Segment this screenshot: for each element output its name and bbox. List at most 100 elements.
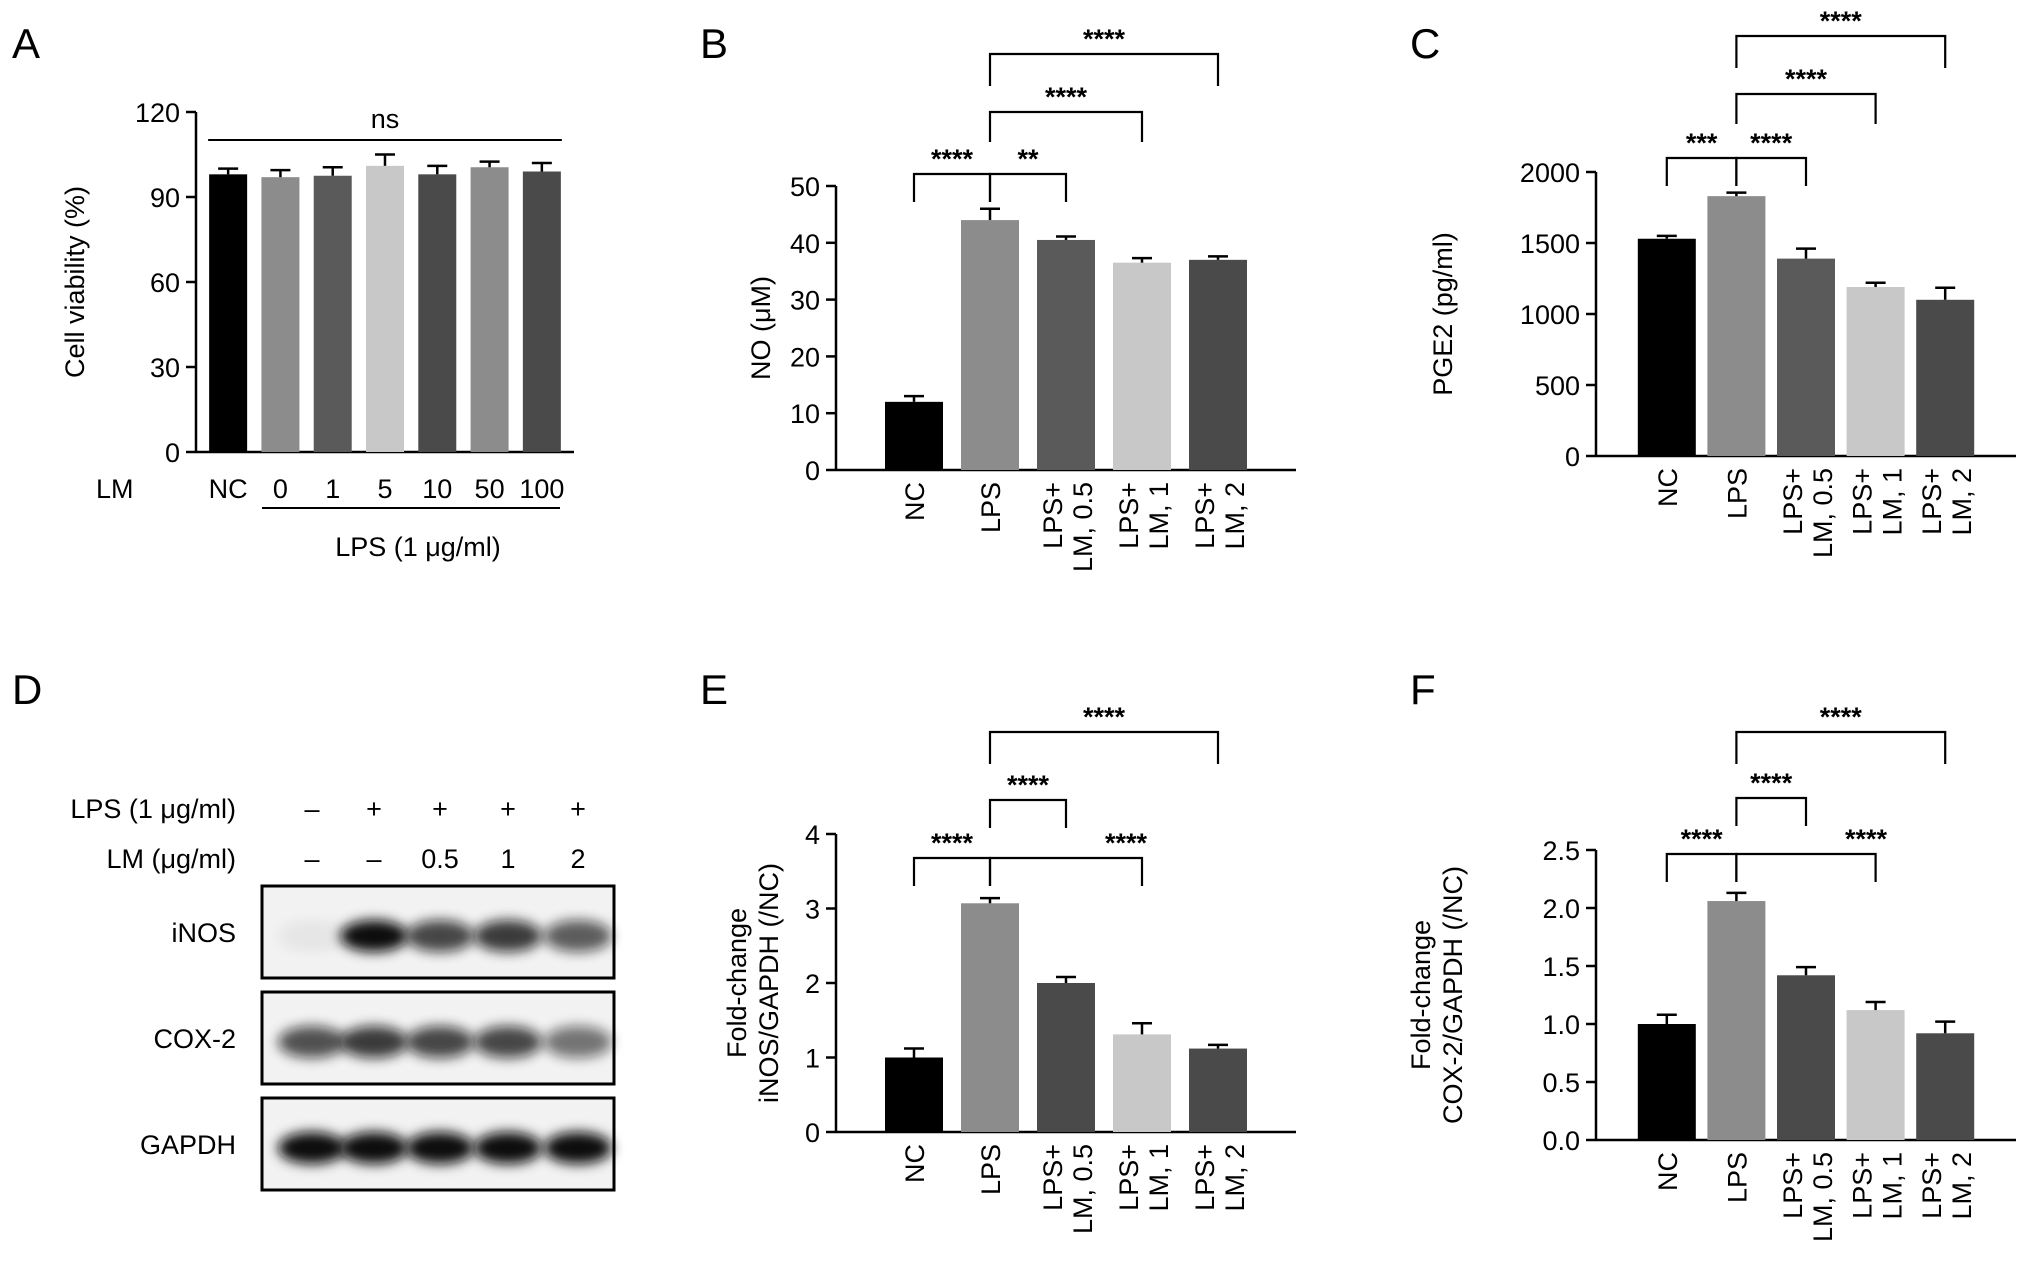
lm-treatment-mark: 0.5 (421, 844, 459, 874)
y-axis-label-line2: iNOS/GAPDH (/NC) (754, 863, 784, 1103)
comparison-bracket (988, 172, 1068, 202)
panel-letter-c: C (1410, 20, 1440, 67)
significance-label: **** (1105, 828, 1148, 858)
significance-label: **** (931, 828, 974, 858)
x-tick-label-line1: LPS+ (1190, 482, 1220, 549)
bar (1637, 1024, 1696, 1140)
blot-band (278, 1026, 346, 1058)
x-tick-label-line1: LPS+ (1114, 482, 1144, 549)
panel-letter-a: A (12, 20, 40, 67)
x-tick-label: NC (1653, 1152, 1683, 1191)
x-tick-label-line1: LPS+ (1917, 1152, 1947, 1219)
bar (1113, 262, 1171, 470)
panel-d-lm-row-label: LM (μg/ml) (106, 844, 236, 874)
x-tick-label: 100 (519, 474, 564, 504)
comparison-bracket (1665, 852, 1738, 882)
y-tick-label: 4 (805, 820, 820, 850)
x-tick-label-line1: LPS+ (1848, 1152, 1878, 1219)
lps-treatment-mark: + (366, 794, 382, 824)
y-axis-label: PGE2 (pg/ml) (1428, 232, 1458, 396)
lps-treatment-mark: + (432, 794, 448, 824)
blot-row-label: iNOS (171, 918, 236, 948)
blot-band (474, 1132, 542, 1164)
comparison-bracket (1735, 852, 1877, 882)
y-axis-label: Cell viability (%) (60, 186, 90, 378)
lps-treatment-mark: + (500, 794, 516, 824)
comparison-bracket (1735, 730, 1947, 764)
blot-row-label: GAPDH (140, 1130, 236, 1160)
y-axis-label: NO (μM) (746, 276, 776, 380)
significance-label: **** (1845, 824, 1888, 854)
significance-label: **** (1083, 24, 1126, 54)
y-tick-label: 90 (150, 183, 180, 213)
significance-label: **** (1681, 824, 1724, 854)
x-tick-label-line1: LPS+ (1038, 482, 1068, 549)
blot-band (544, 920, 612, 952)
y-tick-label: 1000 (1520, 300, 1580, 330)
y-tick-label: 120 (135, 98, 180, 128)
y-tick-label: 0 (805, 1118, 820, 1148)
x-tick-label-line1: LPS+ (1778, 468, 1808, 535)
significance-label: **** (1083, 702, 1126, 732)
blot-band (278, 920, 346, 952)
bar (1189, 259, 1247, 470)
y-tick-label: 2 (805, 969, 820, 999)
x-tick-label-line2: LM, 1 (1144, 482, 1174, 550)
blot-band (474, 1026, 542, 1058)
bar (313, 175, 352, 452)
comparison-bracket (1735, 92, 1877, 124)
comparison-bracket (988, 52, 1220, 86)
bar (1637, 238, 1696, 456)
y-tick-label: 10 (790, 399, 820, 429)
comparison-bracket (988, 730, 1220, 764)
chart-cox2-gapdh: 0.0 0.5 1.0 1.5 2.0 2.5 Fold-change COX-2/GAPDH… (1406, 702, 2016, 1242)
y-tick-label: 0 (165, 438, 180, 468)
y-tick-label: 0.5 (1542, 1068, 1580, 1098)
bar (1846, 1010, 1905, 1140)
y-tick-label: 2000 (1520, 158, 1580, 188)
western-blot: iNOS COX-2 GAPDH (140, 884, 616, 1192)
bar (366, 165, 404, 453)
bar (961, 220, 1019, 470)
bar (1916, 299, 1975, 456)
blot-band (406, 1026, 474, 1058)
bar (522, 171, 561, 452)
comparison-bracket (912, 856, 992, 886)
panel-letter-b: B (700, 20, 728, 67)
significance-label: **** (931, 144, 974, 174)
y-tick-label: 30 (150, 353, 180, 383)
bar (470, 167, 509, 452)
significance-label: **** (1750, 128, 1793, 158)
bar (1113, 1034, 1171, 1132)
blot-band (544, 1132, 612, 1164)
y-tick-label: 1 (805, 1044, 820, 1074)
bar (209, 174, 248, 453)
x-tick-label-line1: LPS+ (1038, 1144, 1068, 1211)
comparison-bracket (1735, 156, 1808, 186)
x-tick-label-line1: LPS+ (1917, 468, 1947, 535)
bar (885, 1057, 943, 1132)
bar (1189, 1048, 1247, 1132)
y-axis-label-line1: Fold-change (722, 908, 752, 1058)
x-tick-label: 10 (422, 474, 452, 504)
x-tick-label-line2: LM, 0.5 (1808, 468, 1838, 558)
chart-cell-viability: 0 30 60 90 120 Cell viability (%) NC 0 1 5 10 50 100… (60, 98, 574, 504)
panel-letter-d: D (12, 666, 42, 713)
y-axis-label-line2: COX-2/GAPDH (/NC) (1438, 866, 1468, 1124)
blot-band (474, 920, 542, 952)
y-tick-label: 1.5 (1542, 952, 1580, 982)
y-tick-label: 0 (1565, 442, 1580, 472)
bar (261, 177, 300, 452)
y-tick-label: 500 (1535, 371, 1580, 401)
significance-label: **** (1045, 82, 1088, 112)
bar (1777, 258, 1835, 456)
x-tick-label: 50 (475, 474, 505, 504)
comparison-bracket (1665, 156, 1738, 186)
x-tick-label: LPS (1722, 1152, 1752, 1203)
blot-band (406, 1132, 474, 1164)
x-tick-label: 1 (325, 474, 340, 504)
bar (1707, 196, 1766, 456)
y-tick-label: 0.0 (1542, 1126, 1580, 1156)
comparison-bracket (988, 856, 1144, 886)
